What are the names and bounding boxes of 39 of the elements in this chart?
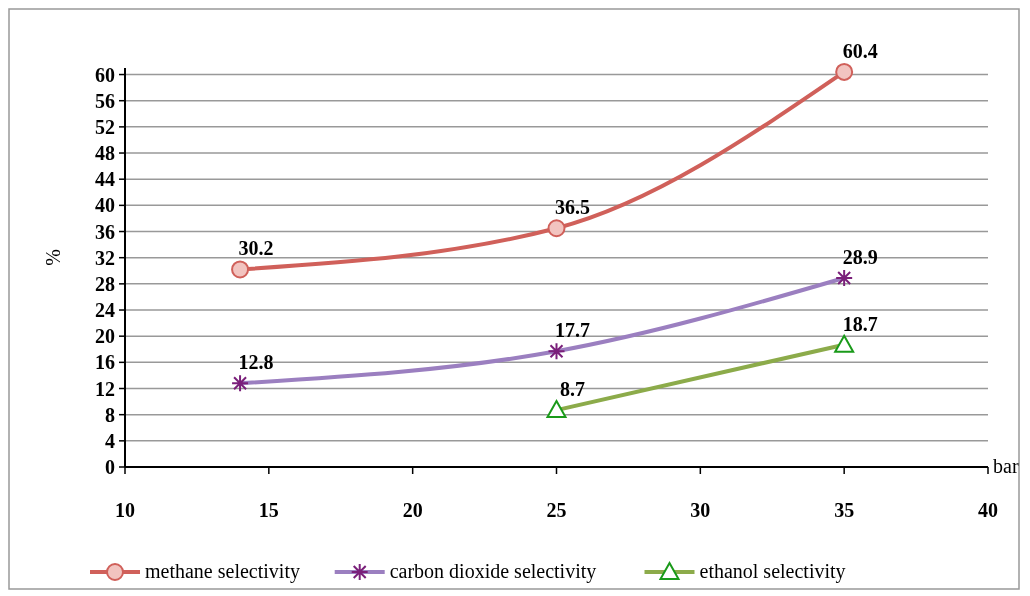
- x-tick-label: 10: [115, 499, 135, 521]
- y-tick-label: 0: [105, 456, 115, 478]
- y-axis-title: %: [42, 249, 64, 266]
- data-label: 12.8: [238, 351, 274, 374]
- x-tick-label: 40: [978, 499, 998, 521]
- x-tick-label: 20: [402, 499, 423, 521]
- data-label: 28.9: [842, 245, 878, 268]
- y-tick-label: 60: [95, 63, 115, 86]
- y-tick-label: 52: [95, 115, 115, 138]
- y-tick-label: 16: [95, 351, 115, 374]
- data-label: 60.4: [842, 39, 878, 62]
- y-tick-label: 12: [95, 377, 115, 400]
- y-tick-label: 56: [95, 89, 115, 112]
- data-label: 30.2: [238, 237, 274, 260]
- y-tick-label: 32: [95, 246, 115, 269]
- x-axis-title: bar: [993, 455, 1019, 477]
- data-label: 8.7: [560, 378, 585, 401]
- legend-label: methane selectivity: [145, 560, 300, 583]
- data-label: 36.5: [555, 196, 590, 219]
- y-tick-label: 8: [105, 403, 115, 426]
- y-tick-label: 28: [95, 272, 115, 295]
- legend-label: ethanol selectivity: [699, 560, 846, 583]
- y-tick-label: 40: [95, 194, 115, 217]
- y-tick-label: 20: [95, 325, 115, 348]
- point: [231, 260, 250, 279]
- data-label: 17.7: [555, 319, 590, 342]
- y-tick-label: 48: [95, 142, 115, 165]
- y-tick-label: 4: [105, 429, 115, 452]
- x-tick-label: 35: [834, 499, 855, 521]
- y-tick-label: 36: [95, 220, 115, 243]
- point: [547, 219, 566, 238]
- y-tick-label: 44: [95, 168, 115, 191]
- point: [835, 62, 854, 81]
- x-tick-label: 15: [258, 499, 279, 521]
- data-label: 18.7: [842, 312, 878, 335]
- y-tick-label: 24: [95, 299, 115, 322]
- x-tick-label: 30: [690, 499, 711, 521]
- legend-label: carbon dioxide selectivity: [389, 560, 597, 583]
- x-tick-label: 25: [546, 499, 567, 521]
